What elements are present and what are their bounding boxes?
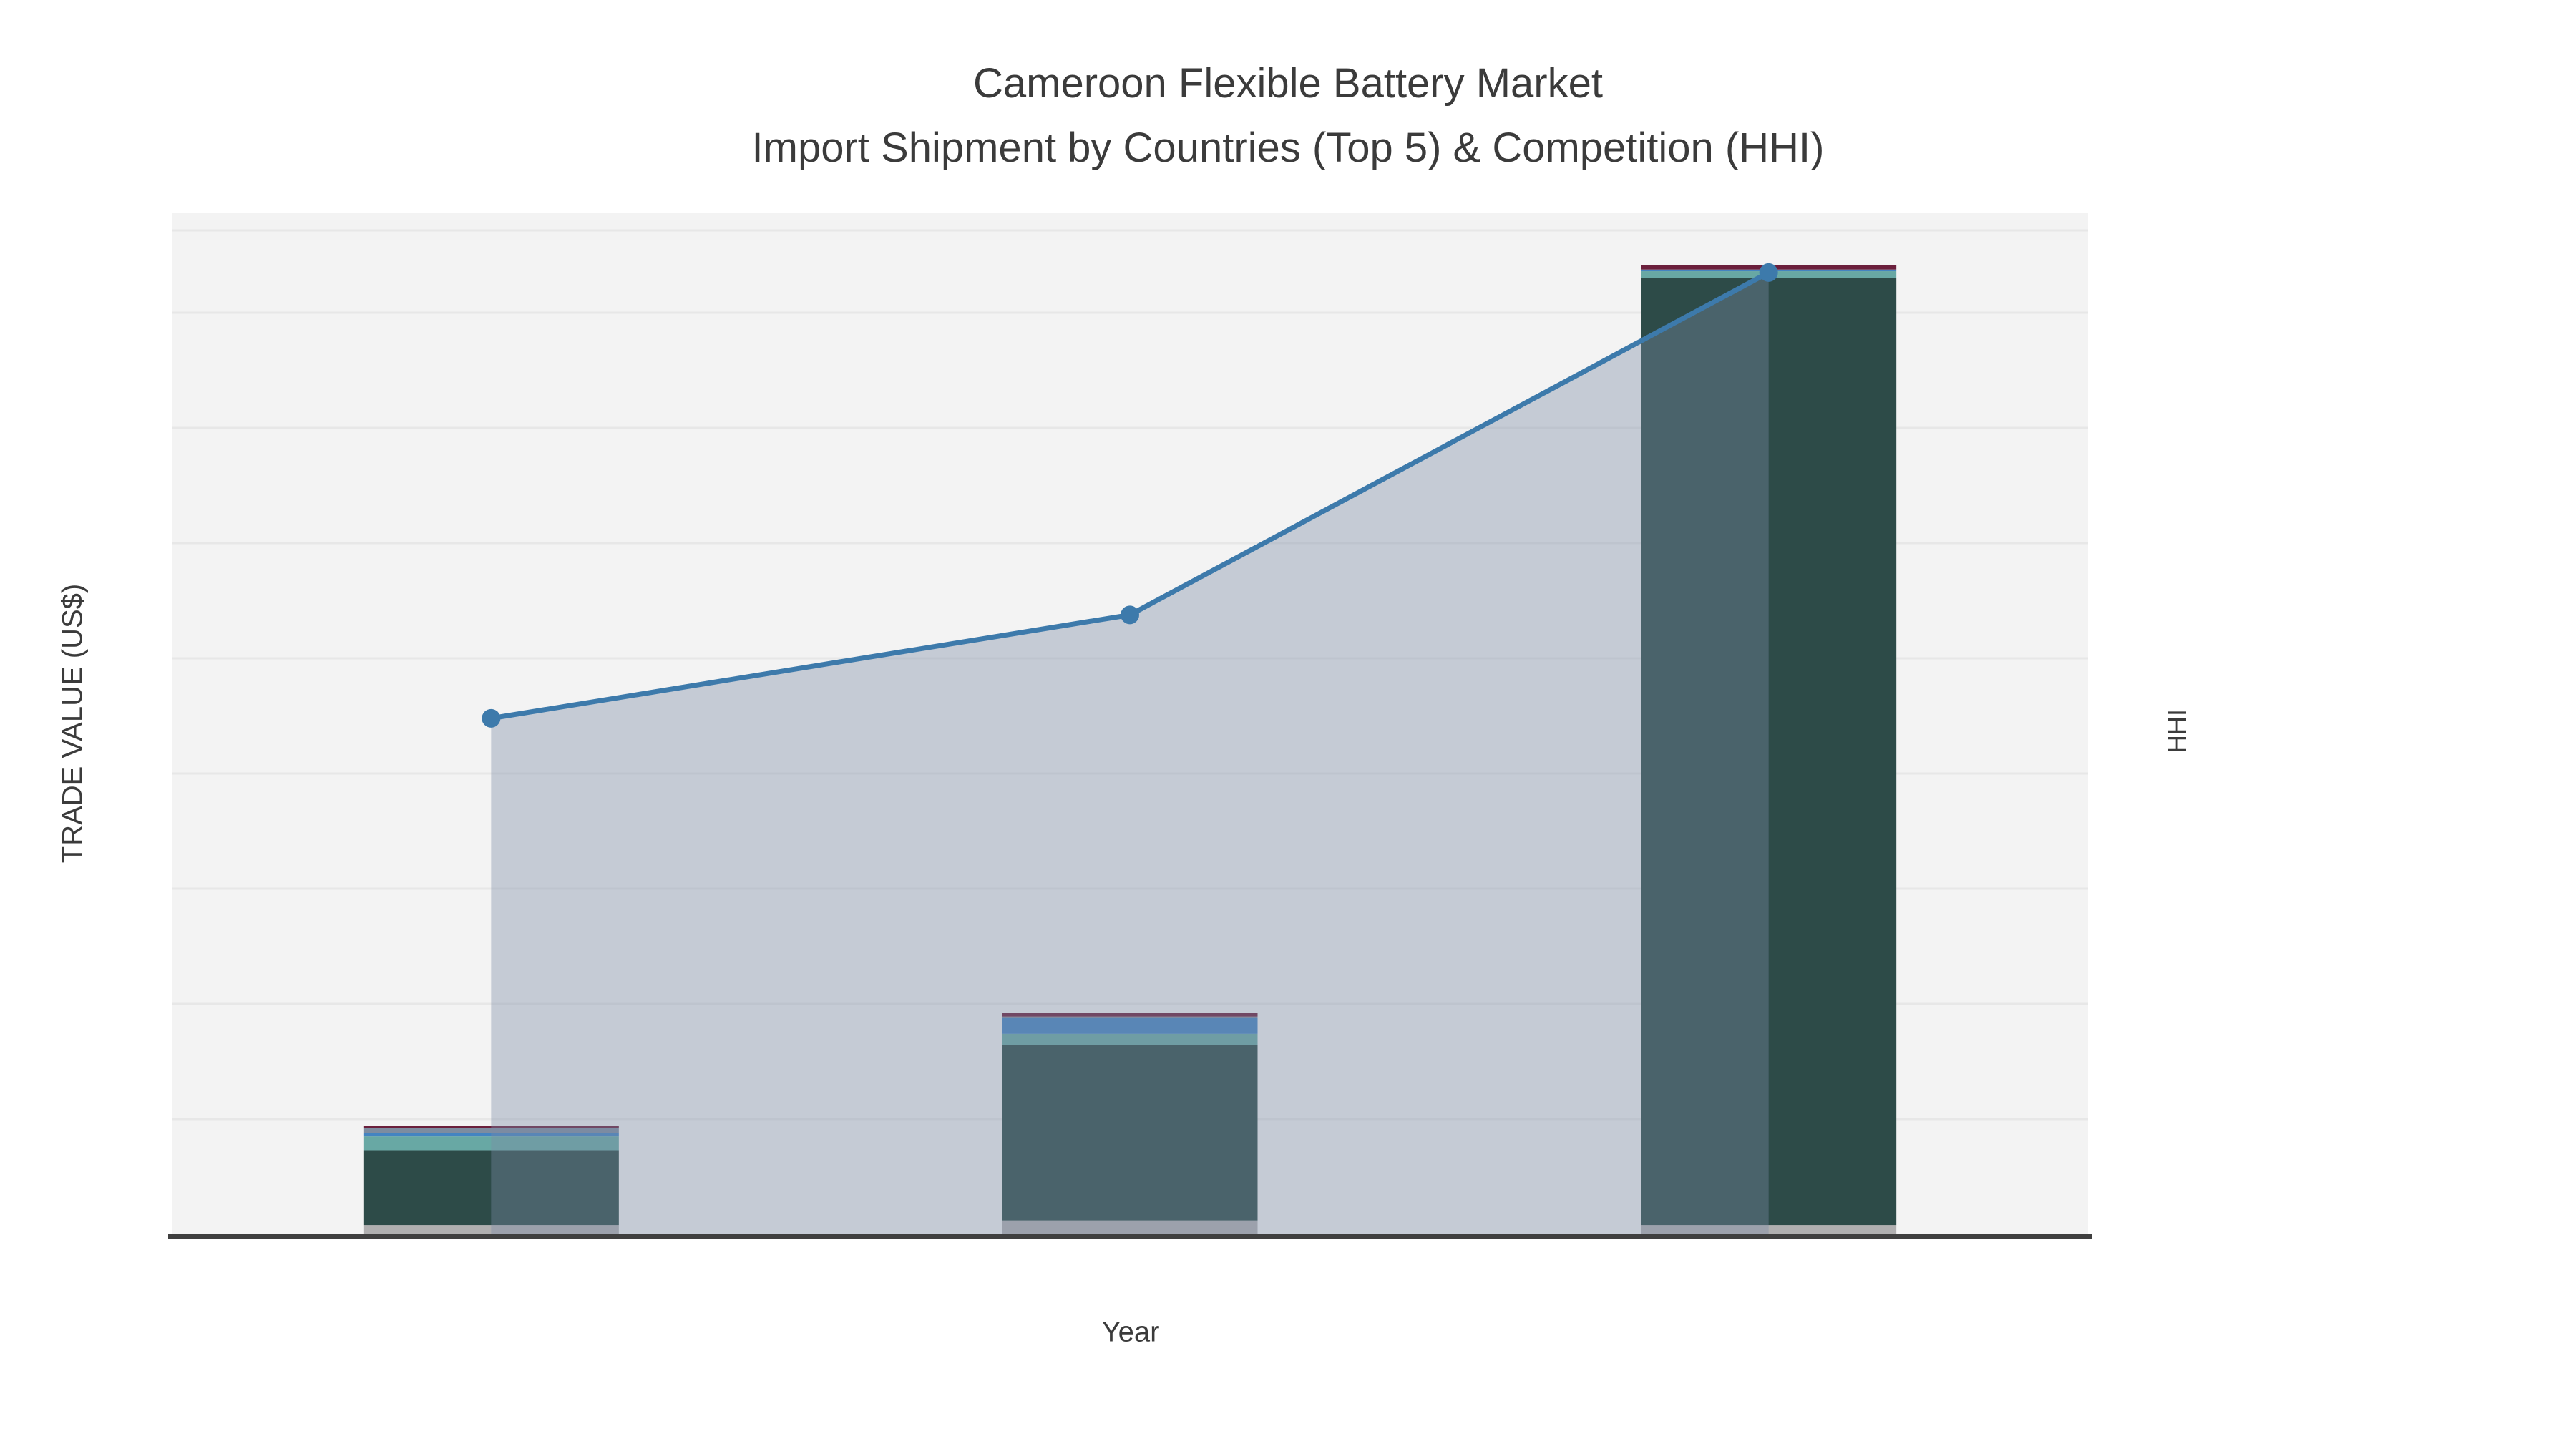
chart-title: Cameroon Flexible Battery Market Import … [0,62,2576,170]
hhi-marker-2023[interactable] [1759,263,1778,282]
bar-segment-france-2021[interactable] [363,1136,619,1151]
bar-segment-others-2022[interactable] [1002,1220,1258,1234]
bar-segment-denmark-2022[interactable] [1002,1018,1258,1034]
bar-segment-luxembourg-2021[interactable] [363,1126,619,1128]
bar-segment-luxembourg-2022[interactable] [1002,1013,1258,1017]
bar-segment-others-2021[interactable] [363,1225,619,1234]
chart-title-line1: Cameroon Flexible Battery Market [973,60,1603,107]
bar-segment-china-2021[interactable] [363,1150,619,1226]
chart-title-line2: Import Shipment by Countries (Top 5) & C… [751,125,1825,171]
bar-segment-malaysia-2022[interactable] [1002,1016,1258,1018]
y-axis-title-left: TRADE VALUE (US$) [57,583,89,864]
x-axis-title: Year [1101,1316,1160,1348]
y-axis-title-right: HHI [2162,709,2192,753]
bar-segment-china-2023[interactable] [1641,278,1897,1226]
bar-segment-malaysia-2021[interactable] [363,1128,619,1133]
hhi-marker-2022[interactable] [1121,605,1139,625]
bar-segment-china-2022[interactable] [1002,1045,1258,1221]
hhi-area [491,272,1769,1234]
bar-segment-denmark-2021[interactable] [363,1133,619,1137]
hhi-marker-2021[interactable] [482,708,501,728]
bar-segment-france-2022[interactable] [1002,1033,1258,1045]
bar-segment-others-2023[interactable] [1641,1225,1897,1234]
